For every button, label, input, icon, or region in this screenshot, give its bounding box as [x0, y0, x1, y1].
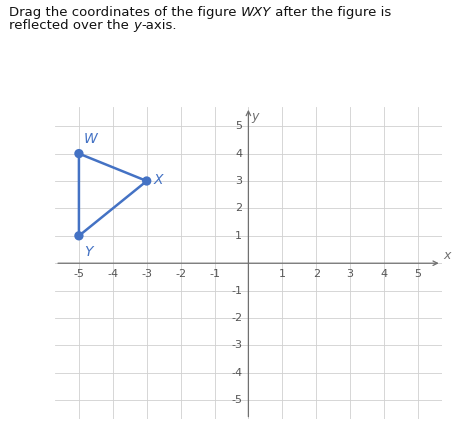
- Text: 2: 2: [312, 269, 319, 279]
- Text: 1: 1: [235, 231, 242, 241]
- Text: -3: -3: [141, 269, 152, 279]
- Text: -4: -4: [107, 269, 118, 279]
- Text: -axis.: -axis.: [141, 19, 176, 32]
- Point: [143, 178, 150, 184]
- Text: -2: -2: [175, 269, 186, 279]
- Text: reflected over the: reflected over the: [9, 19, 133, 32]
- Text: 3: 3: [235, 176, 242, 186]
- Text: W: W: [84, 132, 98, 146]
- Text: 4: 4: [380, 269, 386, 279]
- Text: -3: -3: [231, 340, 242, 351]
- Text: x: x: [442, 249, 450, 262]
- Text: WXY: WXY: [241, 6, 271, 19]
- Text: -2: -2: [231, 313, 242, 323]
- Text: y: y: [133, 19, 141, 32]
- Text: Drag the coordinates of the figure: Drag the coordinates of the figure: [9, 6, 241, 19]
- Text: 2: 2: [235, 203, 242, 214]
- Text: -1: -1: [231, 285, 242, 296]
- Text: X: X: [153, 172, 162, 187]
- Text: -1: -1: [208, 269, 219, 279]
- Text: after the figure is: after the figure is: [271, 6, 391, 19]
- Text: -4: -4: [231, 368, 242, 378]
- Text: 3: 3: [346, 269, 353, 279]
- Text: 1: 1: [278, 269, 285, 279]
- Text: -5: -5: [231, 395, 242, 405]
- Point: [75, 150, 83, 157]
- Text: 5: 5: [235, 121, 242, 131]
- Text: 5: 5: [414, 269, 420, 279]
- Text: 4: 4: [235, 149, 242, 159]
- Text: y: y: [251, 110, 258, 123]
- Point: [75, 232, 83, 239]
- Text: Y: Y: [84, 245, 92, 259]
- Text: -5: -5: [73, 269, 84, 279]
